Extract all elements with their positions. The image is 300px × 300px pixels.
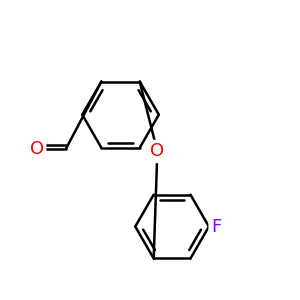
Text: O: O bbox=[30, 140, 44, 158]
Text: F: F bbox=[211, 218, 221, 236]
Text: O: O bbox=[150, 142, 164, 160]
